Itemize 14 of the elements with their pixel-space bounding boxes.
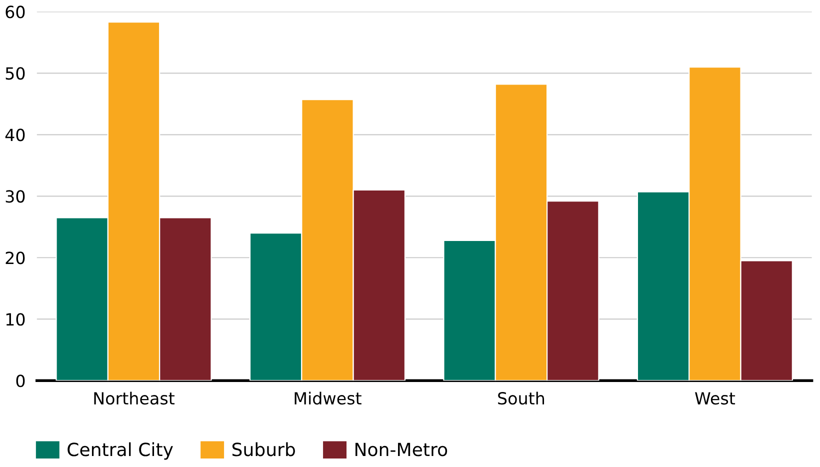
x-tick-label: South xyxy=(498,392,544,405)
x-tick-label: Northeast xyxy=(94,392,175,405)
y-tick-label: 50 xyxy=(6,67,25,80)
legend-label: Central City xyxy=(68,442,173,460)
y-tick-label: 0 xyxy=(16,374,25,388)
x-tick-label: West xyxy=(695,392,736,405)
y-tick-label: 10 xyxy=(6,313,25,326)
y-tick-label: 60 xyxy=(6,6,25,18)
legend-label: Suburb xyxy=(232,442,295,456)
y-tick-label: 30 xyxy=(6,190,25,203)
x-tick-label: Midwest xyxy=(294,392,362,405)
y-tick-label: 20 xyxy=(6,252,25,264)
legend-label: Non-Metro xyxy=(356,442,448,456)
y-tick-label: 40 xyxy=(5,128,25,142)
